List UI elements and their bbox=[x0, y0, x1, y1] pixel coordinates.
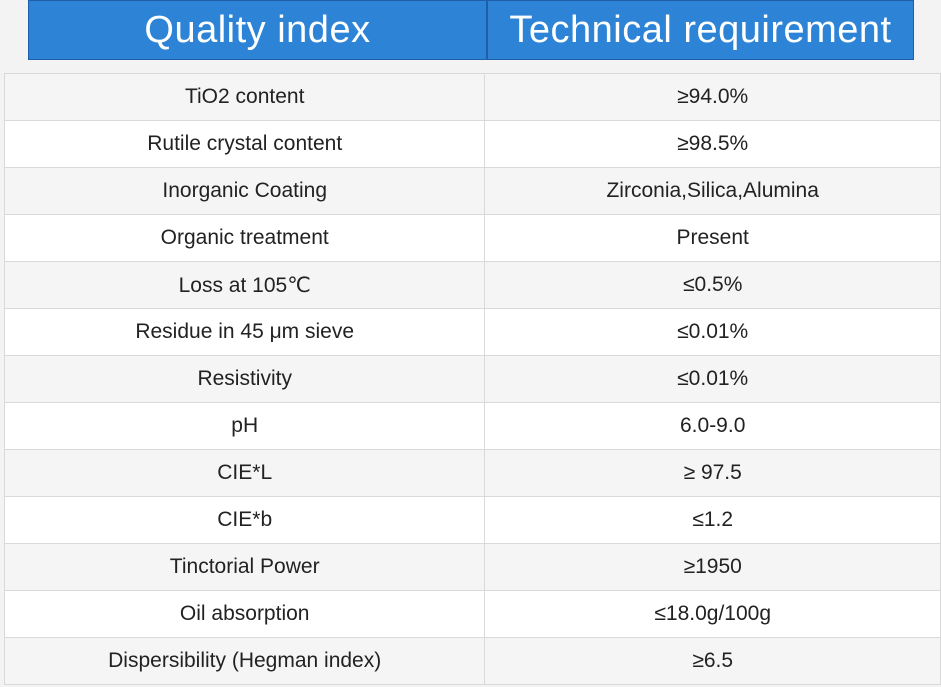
header-technical-requirement: Technical requirement bbox=[509, 8, 892, 51]
requirement-cell: ≤18.0g/100g bbox=[484, 590, 941, 638]
quality-index-cell: Rutile crystal content bbox=[3, 120, 486, 168]
quality-index-cell: TiO2 content bbox=[3, 73, 486, 121]
requirement-cell: Zirconia,Silica,Alumina bbox=[484, 167, 941, 215]
table-row: TiO2 content ≥94.0% bbox=[3, 73, 941, 121]
quality-index-cell: Organic treatment bbox=[3, 214, 486, 262]
table-row: Dispersibility (Hegman index) ≥6.5 bbox=[3, 637, 941, 685]
requirement-cell: ≥1950 bbox=[484, 543, 941, 591]
quality-index-cell: Inorganic Coating bbox=[3, 167, 486, 215]
requirement-cell: ≥94.0% bbox=[484, 73, 941, 121]
requirement-cell: ≥ 97.5 bbox=[484, 449, 941, 497]
table-row: Residue in 45 μm sieve ≤0.01% bbox=[3, 308, 941, 356]
quality-index-cell: Residue in 45 μm sieve bbox=[3, 308, 486, 356]
requirement-cell: Present bbox=[484, 214, 941, 262]
table-row: Resistivity ≤0.01% bbox=[3, 355, 941, 403]
table-row: Tinctorial Power ≥1950 bbox=[3, 543, 941, 591]
quality-index-cell: Dispersibility (Hegman index) bbox=[3, 637, 486, 685]
table-row: CIE*L ≥ 97.5 bbox=[3, 449, 941, 497]
requirement-cell: ≤0.01% bbox=[484, 308, 941, 356]
requirement-cell: ≥98.5% bbox=[484, 120, 941, 168]
quality-index-cell: CIE*L bbox=[3, 449, 486, 497]
table-row: pH 6.0-9.0 bbox=[3, 402, 941, 450]
table-row: Oil absorption ≤18.0g/100g bbox=[3, 590, 941, 638]
quality-index-cell: Resistivity bbox=[3, 355, 486, 403]
header-quality-index: Quality index bbox=[29, 1, 488, 59]
table-row: Loss at 105℃ ≤0.5% bbox=[3, 261, 941, 309]
spec-table: TiO2 content ≥94.0% Rutile crystal conte… bbox=[3, 73, 941, 685]
requirement-cell: 6.0-9.0 bbox=[484, 402, 941, 450]
quality-index-cell: Loss at 105℃ bbox=[3, 261, 486, 309]
requirement-cell: ≤0.01% bbox=[484, 355, 941, 403]
quality-index-cell: CIE*b bbox=[3, 496, 486, 544]
quality-index-cell: Tinctorial Power bbox=[3, 543, 486, 591]
requirement-cell: ≤0.5% bbox=[484, 261, 941, 309]
requirement-cell: ≤1.2 bbox=[484, 496, 941, 544]
quality-index-cell: Oil absorption bbox=[3, 590, 486, 638]
table-row: CIE*b ≤1.2 bbox=[3, 496, 941, 544]
table-row: Rutile crystal content ≥98.5% bbox=[3, 120, 941, 168]
table-header: Quality index Technical requirement bbox=[28, 0, 914, 60]
requirement-cell: ≥6.5 bbox=[484, 637, 941, 685]
table-row: Inorganic Coating Zirconia,Silica,Alumin… bbox=[3, 167, 941, 215]
quality-index-cell: pH bbox=[3, 402, 486, 450]
table-row: Organic treatment Present bbox=[3, 214, 941, 262]
